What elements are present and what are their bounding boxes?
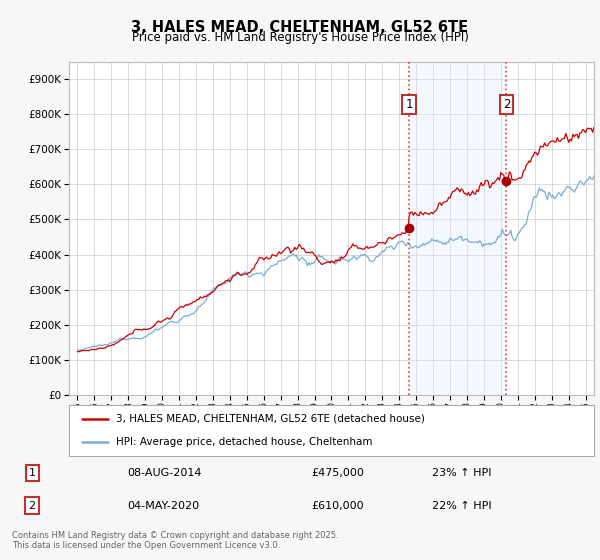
Text: 23% ↑ HPI: 23% ↑ HPI [433,468,492,478]
Bar [409,62,506,395]
Text: 04-MAY-2020: 04-MAY-2020 [127,501,199,511]
Text: HPI: Average price, detached house, Cheltenham: HPI: Average price, detached house, Chel… [116,437,373,447]
Text: 2: 2 [29,501,36,511]
Text: 3, HALES MEAD, CHELTENHAM, GL52 6TE: 3, HALES MEAD, CHELTENHAM, GL52 6TE [131,20,469,35]
Text: 1: 1 [406,99,413,111]
Text: Contains HM Land Registry data © Crown copyright and database right 2025.
This d: Contains HM Land Registry data © Crown c… [12,531,338,550]
Text: 22% ↑ HPI: 22% ↑ HPI [433,501,492,511]
Text: 2: 2 [503,99,510,111]
Text: £475,000: £475,000 [311,468,364,478]
Text: 3, HALES MEAD, CHELTENHAM, GL52 6TE (detached house): 3, HALES MEAD, CHELTENHAM, GL52 6TE (det… [116,414,425,424]
Text: Price paid vs. HM Land Registry's House Price Index (HPI): Price paid vs. HM Land Registry's House … [131,31,469,44]
Text: £610,000: £610,000 [311,501,364,511]
Text: 08-AUG-2014: 08-AUG-2014 [127,468,202,478]
Text: 1: 1 [29,468,35,478]
